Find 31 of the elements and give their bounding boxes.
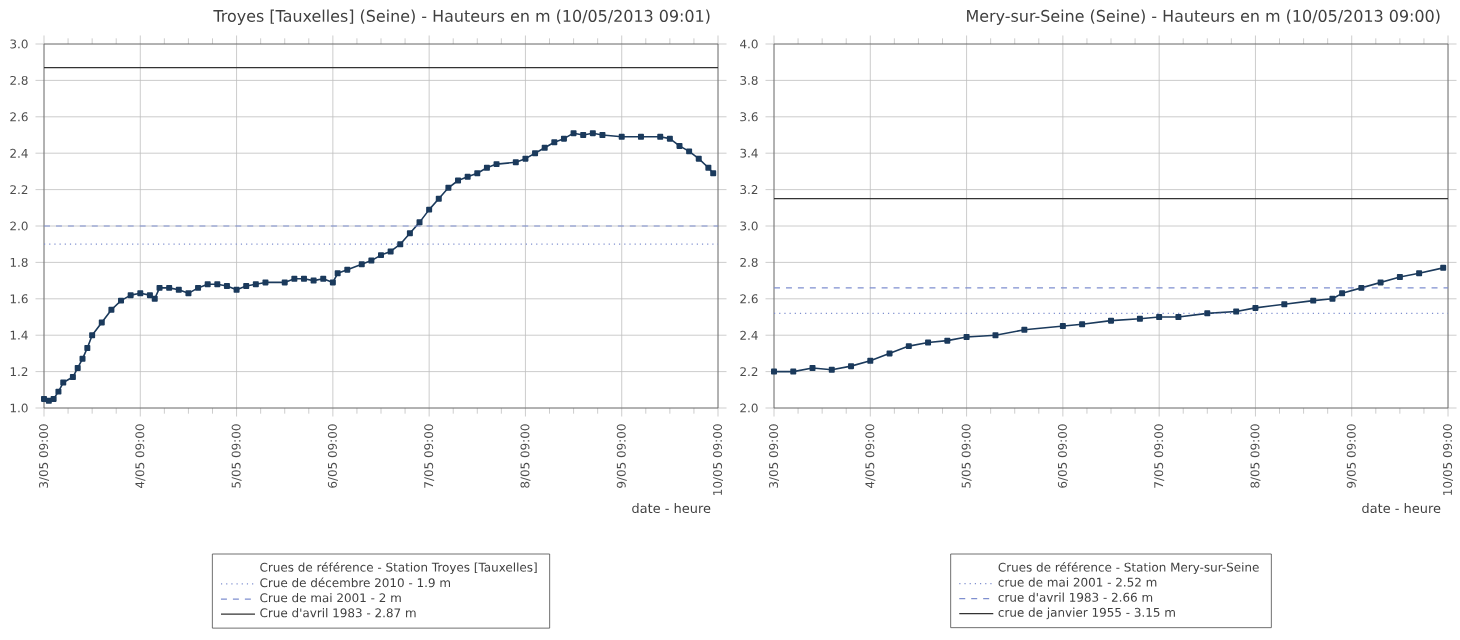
point xyxy=(1204,310,1211,317)
point xyxy=(809,364,816,371)
point xyxy=(925,339,932,346)
point xyxy=(867,357,874,364)
point xyxy=(1339,290,1346,297)
point xyxy=(1358,284,1365,291)
point xyxy=(1059,323,1066,330)
point xyxy=(944,337,951,344)
point xyxy=(1021,326,1028,333)
point xyxy=(1079,321,1086,328)
point xyxy=(992,332,999,339)
point xyxy=(1136,315,1143,322)
point xyxy=(1440,264,1447,271)
point xyxy=(1310,297,1317,304)
point xyxy=(828,366,835,373)
point xyxy=(963,334,970,341)
point xyxy=(905,343,912,350)
point xyxy=(1416,270,1423,277)
point xyxy=(1377,279,1384,286)
point xyxy=(1233,308,1240,315)
point xyxy=(1175,314,1182,320)
point xyxy=(848,363,855,370)
point xyxy=(1252,304,1259,311)
point xyxy=(1396,273,1403,280)
point xyxy=(1156,314,1163,320)
point xyxy=(1108,317,1114,324)
point xyxy=(1329,295,1336,302)
point xyxy=(886,350,893,357)
point xyxy=(1281,301,1288,308)
point xyxy=(790,368,797,375)
point xyxy=(771,368,777,375)
